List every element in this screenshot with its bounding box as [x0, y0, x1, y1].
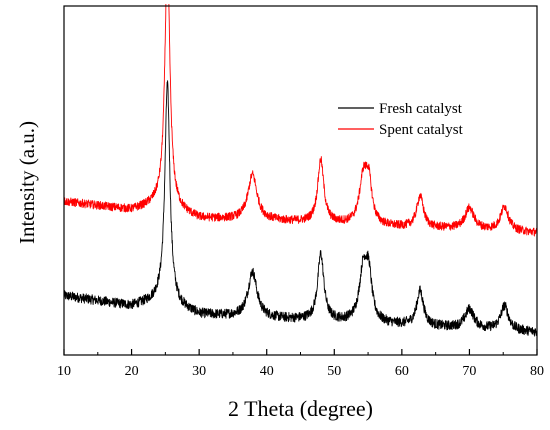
- plot-area: [64, 4, 537, 337]
- x-tick-label: 10: [57, 364, 71, 379]
- x-tick-label: 50: [327, 364, 341, 379]
- x-axis-label: 2 Theta (degree): [228, 396, 373, 421]
- legend-label-spent: Spent catalyst: [379, 122, 464, 138]
- series-line-spent: [64, 4, 537, 237]
- x-tick-label: 30: [192, 364, 206, 379]
- x-tick-label: 60: [395, 364, 409, 379]
- legend: Fresh catalyst Spent catalyst: [338, 101, 464, 138]
- x-tick-label: 70: [462, 364, 476, 379]
- x-tick-label: 80: [530, 364, 544, 379]
- x-tick-label: 20: [125, 364, 139, 379]
- y-axis-label: Intensity (a.u.): [15, 121, 39, 244]
- x-tick-label: 40: [260, 364, 274, 379]
- series-line-fresh: [64, 80, 537, 337]
- x-axis-ticks: 10 20 30 40 50 60 70 80: [57, 349, 544, 379]
- legend-label-fresh: Fresh catalyst: [379, 101, 463, 117]
